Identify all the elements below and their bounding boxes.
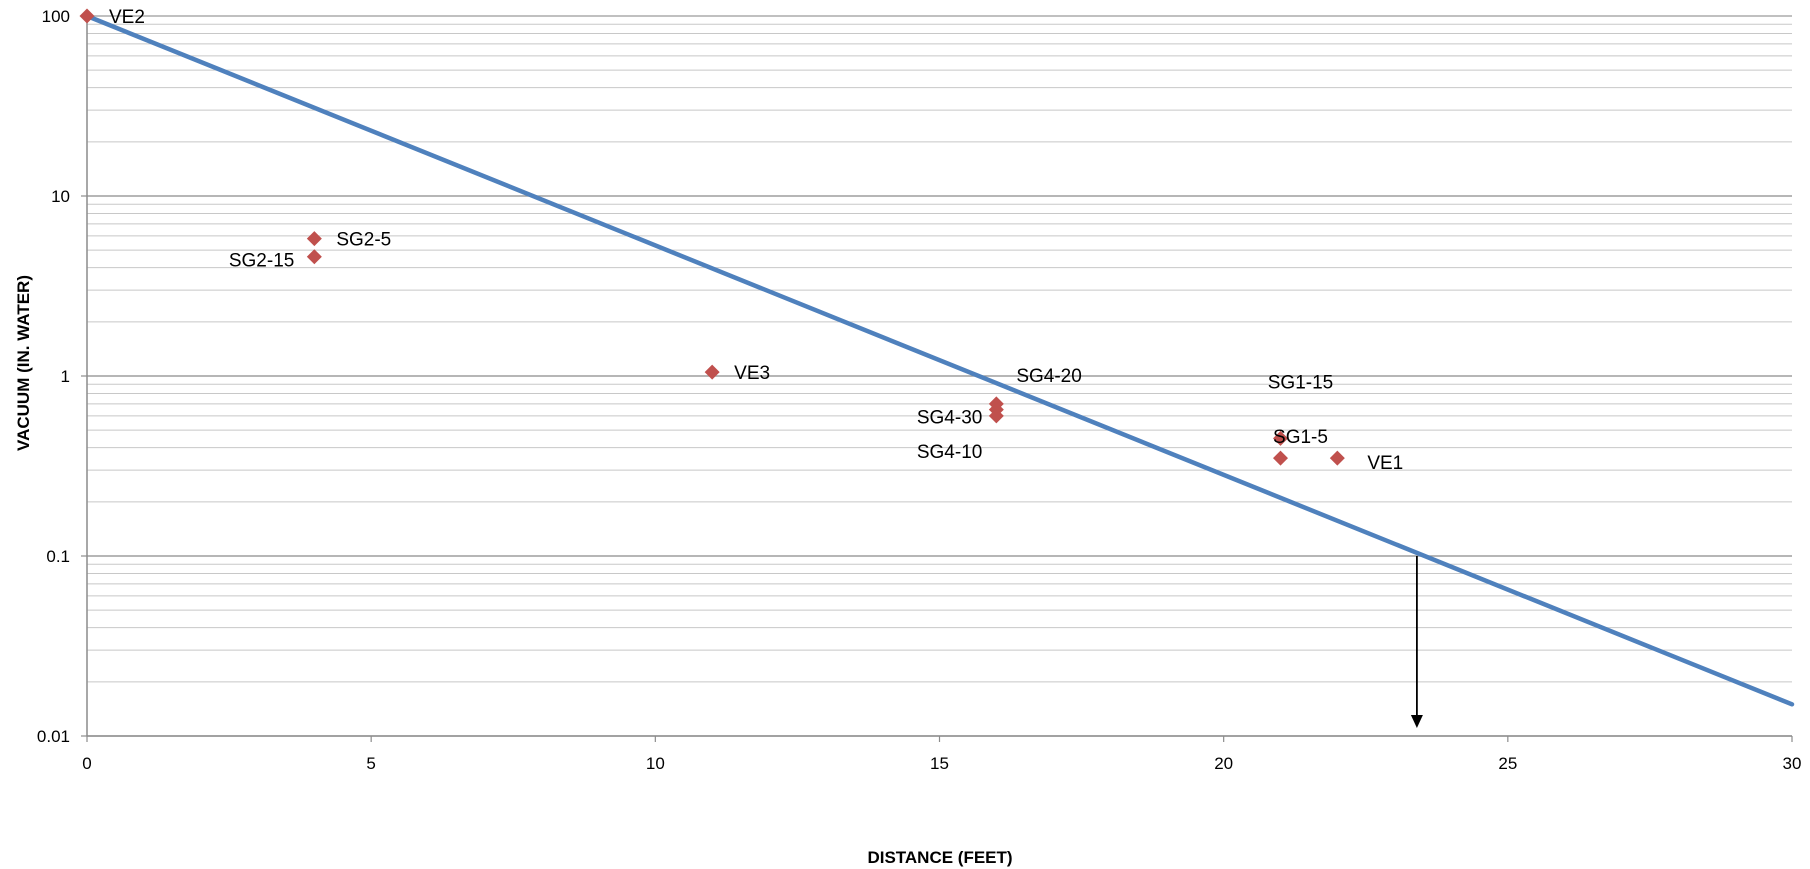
y-tick-label: 10 [51,187,70,206]
x-tick-label: 0 [82,754,91,773]
data-point-sg4-10 [988,408,1004,424]
data-point-ve3 [704,364,720,380]
y-tick-labels: 0.01 0.1 1 10 100 [37,7,70,746]
point-label-sg4-30: SG4-30 [917,408,982,429]
x-tick-labels: 0 5 10 15 20 25 30 [82,754,1801,773]
point-label-sg2-15: SG2-15 [229,251,294,272]
data-point-ve2 [79,8,95,24]
point-label-ve2: VE2 [109,7,145,28]
annotation-arrow [1410,556,1423,728]
point-label-sg4-10: SG4-10 [917,442,982,463]
x-axis-label: DISTANCE (FEET) [867,848,1012,867]
x-tick-label: 30 [1783,754,1802,773]
gridlines [87,15,1792,737]
data-point-sg2-15 [306,249,322,265]
y-tick-label: 0.1 [46,547,70,566]
y-axis-label: VACUUM (IN. WATER) [14,275,33,451]
point-label-ve1: VE1 [1367,453,1403,474]
arrow-head [1410,715,1423,728]
x-tick-label: 25 [1498,754,1517,773]
x-tick-label: 10 [646,754,665,773]
axes [81,15,1793,742]
point-labels: VE2 SG2-5 SG2-15 VE3 SG4-20 SG4-30 SG4-10 SG1-1… [109,7,1403,474]
point-label-sg1-5: SG1-5 [1273,427,1328,448]
x-tick-label: 5 [366,754,375,773]
y-tick-label: 0.01 [37,727,70,746]
point-label-sg4-20: SG4-20 [1016,366,1081,387]
y-tick-label: 100 [42,7,70,26]
y-tick-label: 1 [61,367,70,386]
exponential-trendline [84,13,1795,707]
point-label-sg1-15: SG1-15 [1268,372,1333,393]
x-tick-label: 20 [1214,754,1233,773]
data-point-sg1-5 [1273,450,1288,466]
data-point-sg1-15 [1273,430,1288,446]
point-label-ve3: VE3 [734,363,770,384]
data-point-sg2-5 [306,231,322,247]
x-tick-label: 15 [930,754,949,773]
trendline [84,13,1795,707]
data-points [79,8,1345,466]
point-label-sg2-5: SG2-5 [336,230,391,251]
data-point-ve1 [1329,450,1345,466]
